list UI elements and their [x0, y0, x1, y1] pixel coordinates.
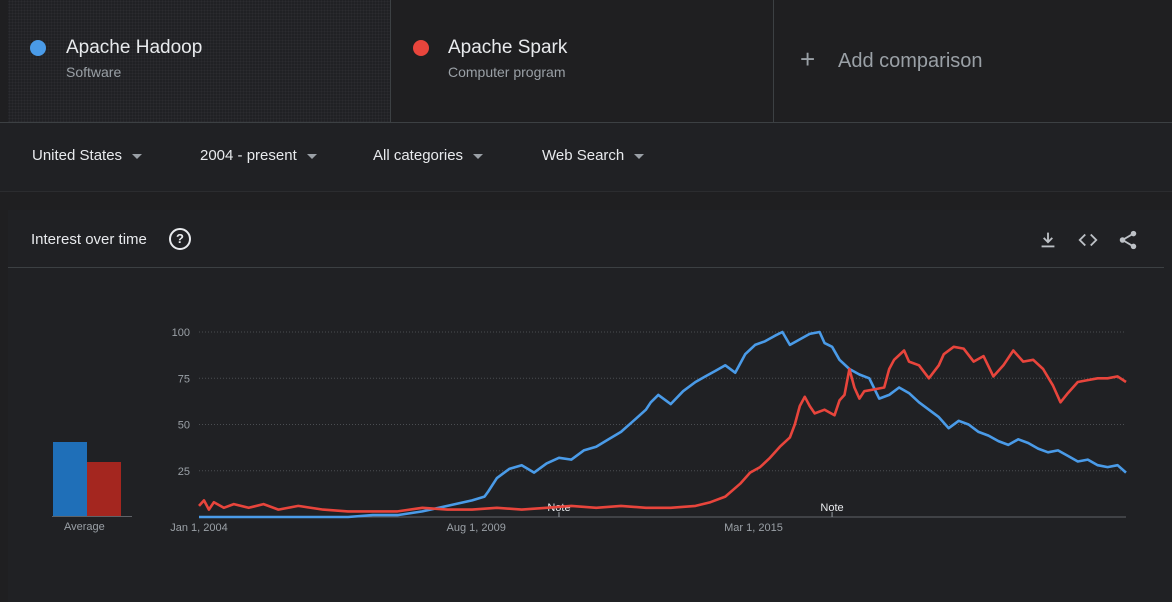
- comparison-bar: Apache Hadoop Software Apache Spark Comp…: [0, 0, 1172, 123]
- term-name: Apache Hadoop: [66, 37, 203, 58]
- add-comparison-label: Add comparison: [838, 50, 983, 72]
- term-name: Apache Spark: [448, 37, 568, 58]
- category-filter-label: All categories: [373, 147, 464, 164]
- filter-bar: United States 2004 - present All categor…: [0, 123, 1172, 192]
- y-tick-label: 75: [178, 373, 190, 385]
- term-card-spark[interactable]: Apache Spark Computer program: [390, 0, 774, 122]
- average-bar-spark[interactable]: [87, 462, 121, 516]
- term-color-dot: [30, 40, 46, 56]
- term-type: Software: [66, 64, 122, 80]
- time-range-filter[interactable]: 2004 - present: [200, 147, 317, 164]
- question-circle-icon[interactable]: ?: [169, 228, 191, 250]
- add-comparison-button[interactable]: + Add comparison: [774, 0, 1172, 122]
- series-line-hadoop: [199, 330, 1127, 519]
- y-tick-label: 25: [178, 466, 190, 478]
- term-card-hadoop[interactable]: Apache Hadoop Software: [8, 0, 391, 122]
- series-line-spark: [198, 345, 1127, 513]
- card-title: Interest over time: [31, 231, 147, 248]
- share-icon[interactable]: [1117, 229, 1139, 251]
- average-baseline: [52, 516, 132, 517]
- caret-down-icon: [634, 153, 645, 159]
- note-label: Note: [820, 502, 843, 514]
- y-tick-label: 50: [178, 420, 190, 432]
- caret-down-icon: [132, 153, 143, 159]
- term-color-dot: [413, 40, 429, 56]
- average-bar-hadoop[interactable]: [53, 441, 87, 516]
- embed-code-icon[interactable]: [1077, 229, 1099, 251]
- term-type: Computer program: [448, 64, 566, 80]
- search-type-filter-label: Web Search: [542, 147, 625, 164]
- region-filter[interactable]: United States: [32, 147, 143, 164]
- plus-icon: +: [800, 44, 816, 74]
- card-header: Interest over time ?: [8, 210, 1164, 268]
- interest-over-time-card: Interest over time ? Average: [8, 210, 1172, 602]
- y-tick-label: 100: [172, 327, 190, 339]
- caret-down-icon: [306, 153, 317, 159]
- search-type-filter[interactable]: Web Search: [542, 147, 645, 164]
- time-range-filter-label: 2004 - present: [200, 147, 297, 164]
- download-icon[interactable]: [1037, 229, 1059, 251]
- x-tick-label: Mar 1, 2015: [724, 522, 783, 534]
- caret-down-icon: [473, 153, 484, 159]
- x-tick-label: Jan 1, 2004: [170, 522, 228, 534]
- region-filter-label: United States: [32, 147, 123, 164]
- category-filter[interactable]: All categories: [373, 147, 484, 164]
- x-tick-label: Aug 1, 2009: [447, 522, 506, 534]
- average-label: Average: [64, 521, 105, 533]
